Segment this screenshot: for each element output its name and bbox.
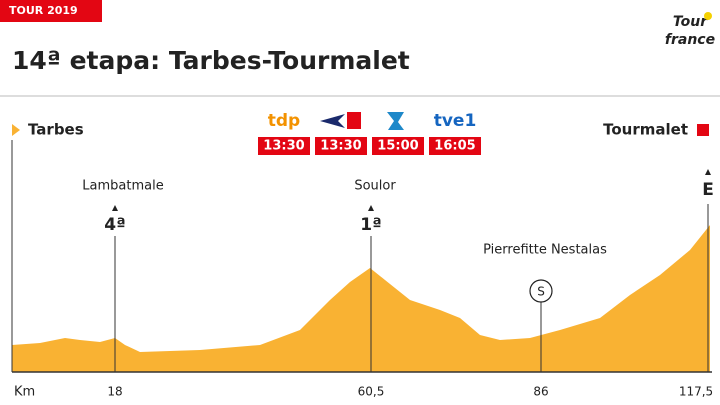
start-label: Tarbes <box>28 121 84 139</box>
tdp-logo: tdp <box>268 111 300 131</box>
finish-arrow <box>705 169 711 175</box>
finish-marker: E <box>702 180 714 200</box>
climb-arrow <box>368 205 374 211</box>
time-box <box>258 137 310 155</box>
climb-name: Lambatmale <box>82 179 163 194</box>
km-label: 60,5 <box>358 385 385 399</box>
time: 13:30 <box>320 139 361 154</box>
time-box <box>372 137 424 155</box>
km-label: 86 <box>533 385 548 399</box>
sprint-name: Pierrefitte Nestalas <box>483 243 607 258</box>
eurosport-box <box>347 112 361 129</box>
logo-top: Tour <box>673 14 708 30</box>
time: 16:05 <box>434 139 475 154</box>
time-box <box>315 137 367 155</box>
eurosport-logo <box>320 112 361 129</box>
finish-icon <box>697 124 709 136</box>
tve-logo: tve1 <box>434 111 477 131</box>
title: 14ª etapa: Tarbes-Tourmalet <box>12 46 410 75</box>
time-box <box>429 137 481 155</box>
axis-unit: Km <box>14 385 35 400</box>
km-label: 18 <box>107 385 122 399</box>
time: 15:00 <box>377 139 418 154</box>
finish-label: Tourmalet <box>603 121 688 139</box>
sprint-circle <box>529 279 553 303</box>
channel-logo <box>387 112 404 130</box>
logo-bottom: france <box>665 32 715 48</box>
tag: TOUR 2019 <box>9 4 78 17</box>
time: 13:30 <box>263 139 304 154</box>
climb-arrow <box>112 205 118 211</box>
eurosport-mark <box>320 114 345 128</box>
logo-dot <box>704 12 712 20</box>
km-label: 117,5 <box>679 385 713 399</box>
profile <box>12 225 710 372</box>
climb-category: 4ª <box>104 215 125 235</box>
climb-category: 1ª <box>360 215 381 235</box>
start-icon <box>12 124 20 136</box>
sprint-symbol: S <box>537 285 545 299</box>
tag-box <box>0 0 102 22</box>
climb-name: Soulor <box>354 179 396 194</box>
